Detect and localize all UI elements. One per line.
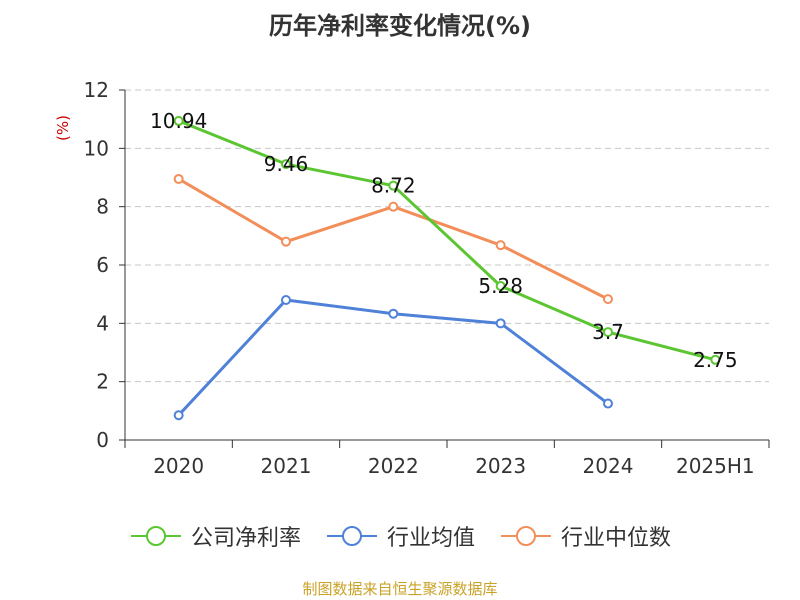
data-point (281, 159, 291, 170)
legend-label: 行业均值 (386, 526, 475, 551)
data-label: 3.7 (592, 320, 624, 344)
data-label: 10.94 (150, 109, 207, 133)
data-label: 5.28 (478, 274, 523, 298)
data-point (388, 180, 399, 191)
x-tick-label: 2022 (368, 454, 419, 478)
legend-label: 行业中位数 (561, 526, 672, 551)
data-point (173, 173, 184, 184)
data-label: 9.46 (264, 152, 309, 176)
x-tick-label: 2025H1 (676, 454, 755, 478)
x-tick-label: 2024 (583, 454, 634, 478)
y-tick-label: 2 (96, 370, 109, 394)
data-point (603, 327, 613, 338)
legend-line-marker-icon (130, 526, 181, 546)
data-point (173, 115, 184, 126)
axes: 0 2 4 6 8 10 12 2020 2021 2022 2023 2024 2025H1 (%) (54, 78, 770, 478)
legend-item[interactable]: 公司净利率 (129, 520, 301, 552)
legend-line-marker-icon (501, 526, 551, 546)
y-tick-label: 12 (84, 78, 109, 102)
y-tick-label: 8 (96, 195, 109, 219)
y-tick-label: 4 (96, 311, 109, 335)
x-tick-label: 2023 (475, 454, 526, 478)
data-point (603, 294, 613, 305)
labels: 10.94 9.46 8.72 5.28 3.7 2.75 (150, 109, 738, 372)
data-point (388, 308, 399, 319)
legend-item[interactable]: 行业中位数 (499, 520, 671, 552)
data-label: 2.75 (693, 348, 738, 372)
source-credit: 制图数据来自恒生聚源数据库 (302, 580, 498, 598)
data-point (173, 410, 184, 421)
legend-label: 公司净利率 (190, 526, 301, 551)
x-tick-label: 2021 (261, 454, 312, 478)
data-point (281, 236, 291, 247)
y-tick-label: 0 (96, 428, 109, 452)
data-point (603, 398, 613, 409)
data-point (495, 318, 506, 329)
y-tick-label: 6 (96, 253, 109, 277)
grid-lines (125, 89, 769, 383)
legend: 公司净利率 行业均值 行业中位数 (0, 520, 800, 552)
chart-title: 历年净利率变化情况(%) (269, 12, 531, 40)
data-point (281, 295, 291, 305)
data-label: 8.72 (371, 174, 416, 198)
data-point (495, 281, 506, 291)
data-point (388, 201, 399, 212)
x-tick-label: 2020 (153, 454, 204, 478)
data-point (495, 240, 506, 251)
data-point (710, 354, 721, 365)
y-tick-label: 10 (84, 136, 109, 160)
series-line (178, 119, 716, 362)
legend-line-marker-icon (326, 526, 377, 546)
legend-item[interactable]: 行业均值 (325, 520, 475, 552)
y-axis-label: (%) (54, 115, 72, 141)
series-lines (173, 115, 721, 421)
